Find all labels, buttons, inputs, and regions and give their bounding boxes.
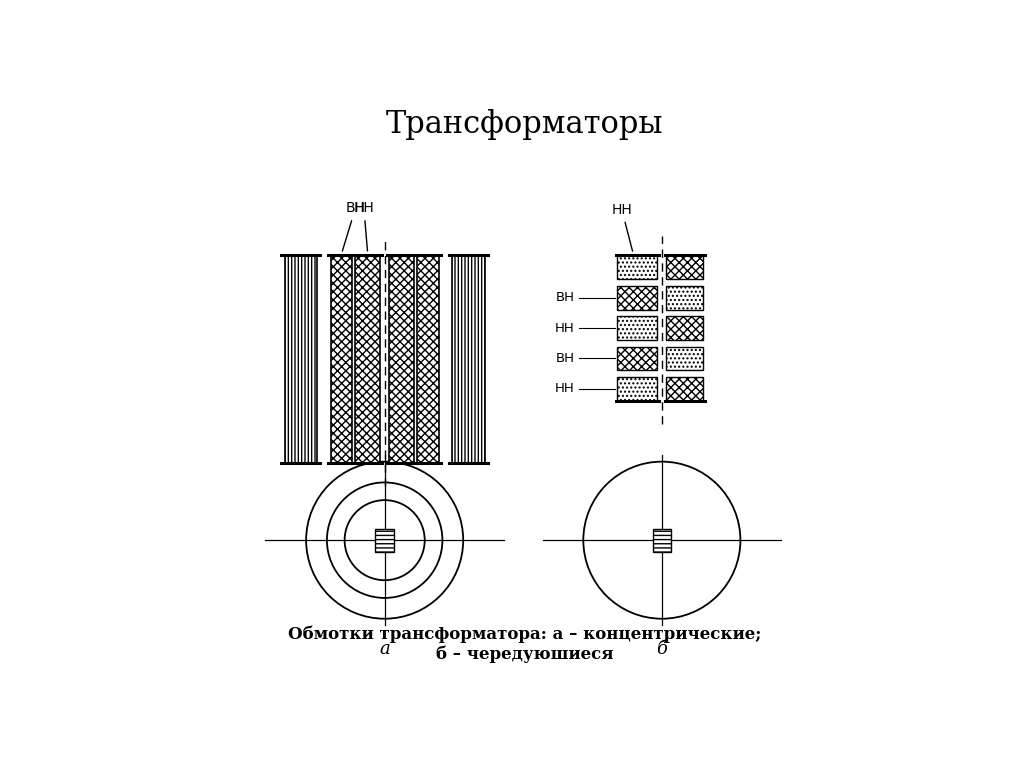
Text: б – чередуюшиеся: б – чередуюшиеся <box>436 646 613 663</box>
Text: б: б <box>656 640 668 658</box>
Bar <box>667 255 703 279</box>
Text: ВН: ВН <box>556 291 574 304</box>
Bar <box>389 255 414 463</box>
Bar <box>652 528 671 551</box>
Text: Трансформаторы: Трансформаторы <box>386 109 664 140</box>
Bar <box>617 377 657 401</box>
Text: Обмотки трансформатора: а – концентрические;: Обмотки трансформатора: а – концентричес… <box>288 625 762 643</box>
Bar <box>617 347 657 370</box>
Bar <box>376 528 394 551</box>
Bar <box>617 255 657 279</box>
Bar <box>453 255 484 463</box>
Text: ВН: ВН <box>342 201 366 251</box>
Bar <box>667 285 703 310</box>
Text: НН: НН <box>353 201 374 251</box>
Text: НН: НН <box>555 383 574 395</box>
Text: НН: НН <box>611 202 633 251</box>
Text: ВН: ВН <box>556 352 574 365</box>
Bar <box>285 255 316 463</box>
Bar <box>355 255 380 463</box>
Bar <box>667 377 703 401</box>
Bar <box>417 255 438 463</box>
Bar <box>617 316 657 340</box>
Bar <box>617 285 657 310</box>
Bar <box>667 347 703 370</box>
Text: а: а <box>379 640 390 658</box>
Bar <box>667 316 703 340</box>
Text: НН: НН <box>555 321 574 334</box>
Bar <box>331 255 352 463</box>
